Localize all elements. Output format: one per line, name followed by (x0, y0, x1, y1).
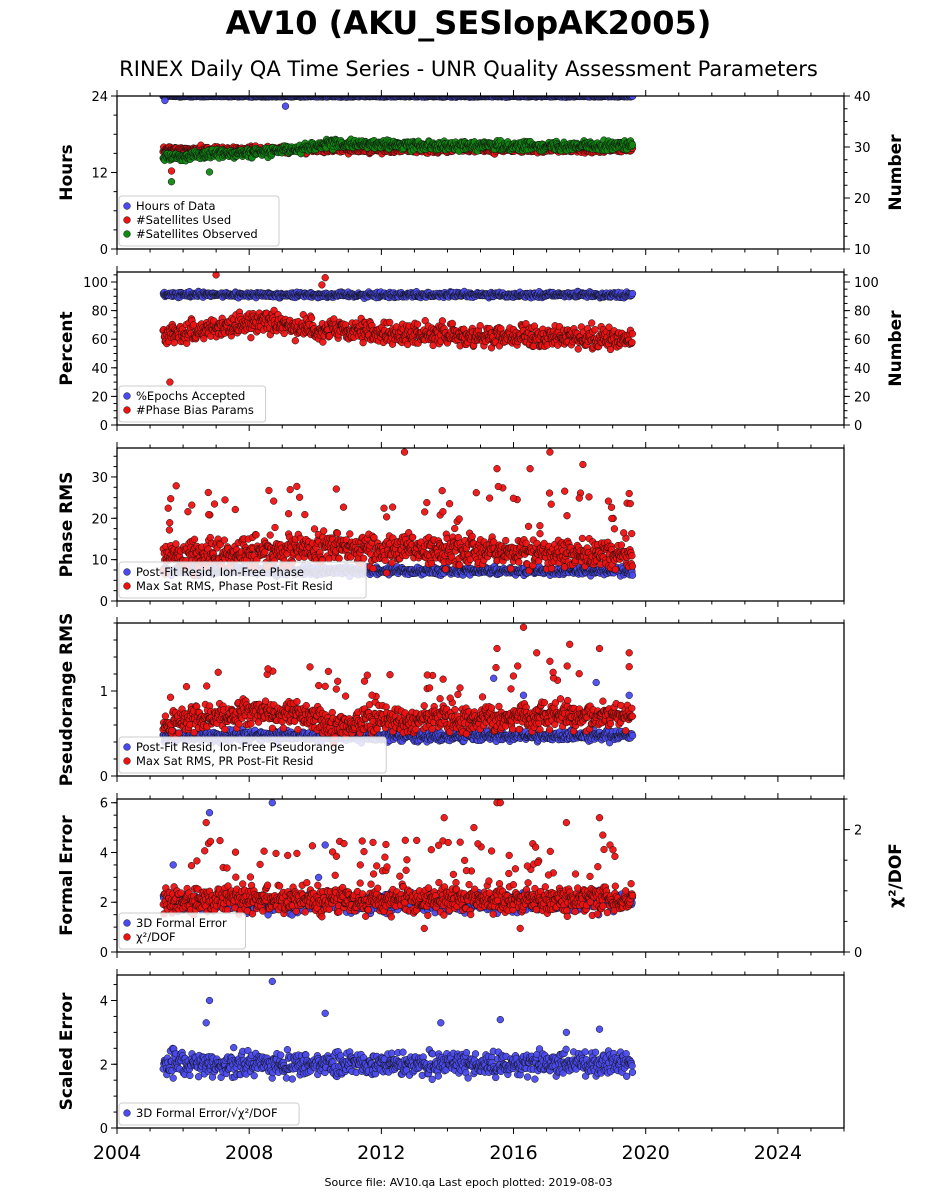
data-point (205, 168, 214, 176)
legend-marker (123, 230, 131, 238)
legend-entry: #Satellites Used (136, 213, 231, 227)
series-1-0 (159, 287, 637, 302)
data-point (166, 378, 174, 386)
data-point (628, 141, 637, 149)
y-tick-label: 12 (91, 167, 108, 182)
y-tick-label: 0 (100, 419, 108, 434)
data-point (588, 319, 596, 327)
panel-points (159, 96, 637, 186)
data-point (628, 289, 637, 298)
series-0-0 (159, 96, 637, 110)
data-point (200, 335, 208, 343)
data-point (591, 326, 599, 334)
data-point (281, 102, 290, 110)
y-right-tick-label: 80 (854, 305, 871, 320)
legend-entry: #Satellites Observed (136, 227, 258, 241)
y-tick-label: 60 (91, 333, 108, 348)
data-point (628, 330, 637, 338)
y-tick-label: 80 (91, 305, 108, 320)
legend: %Epochs Accepted#Phase Bias Params (118, 385, 267, 423)
data-point (291, 337, 299, 345)
chart-subtitle: RINEX Daily QA Time Series - UNR Quality… (119, 57, 818, 81)
data-point (321, 274, 329, 282)
data-point (606, 345, 615, 354)
y-right-tick-label: 60 (854, 333, 871, 348)
y-right-tick-label: 40 (854, 362, 871, 377)
data-point (359, 339, 367, 347)
data-point (476, 322, 484, 330)
legend-marker (123, 406, 131, 414)
panel-percent-bias: 0 20 40 60 80 100 Percent 0 20 40 60 80 100 Number %Ep… (57, 266, 906, 434)
y-right-tick-label: 40 (854, 90, 871, 105)
panel-points (159, 272, 637, 386)
data-point (574, 345, 582, 353)
y-axis-label: Percent (57, 311, 77, 385)
y-right-tick-label: 100 (854, 276, 879, 291)
data-point (448, 319, 456, 328)
data-point (318, 281, 326, 289)
y-tick-label: 40 (91, 362, 108, 377)
data-point (167, 178, 176, 186)
legend-entry: Hours of Data (136, 199, 216, 213)
legend-marker (123, 392, 131, 400)
panel-points (159, 448, 637, 581)
legend-entry: #Phase Bias Params (136, 403, 254, 417)
data-point (161, 96, 169, 105)
y-right-tick-label: 20 (854, 390, 871, 405)
y-right-tick-label: 10 (854, 243, 871, 258)
y-axis-label: Hours (57, 144, 77, 201)
data-point (413, 320, 422, 328)
data-point (307, 314, 316, 322)
data-point (212, 272, 220, 279)
y-tick-label: 20 (91, 390, 108, 405)
series-1-1 (159, 272, 637, 386)
legend: Hours of Data#Satellites Used#Satellites… (118, 195, 280, 247)
y-right-tick-label: 0 (854, 419, 862, 434)
chart-title: AV10 (AKU_SESlopAK2005) (225, 4, 712, 42)
y-right-tick-label: 30 (854, 141, 871, 156)
y-right-tick-label: 20 (854, 192, 871, 207)
legend-marker (123, 202, 131, 210)
series-0-2 (159, 135, 637, 186)
y-right-axis-label: Number (886, 134, 906, 211)
data-point (386, 318, 394, 327)
y-tick-label: 0 (100, 243, 108, 258)
data-point (167, 167, 176, 175)
legend-marker (123, 216, 131, 224)
legend-entry: %Epochs Accepted (136, 389, 245, 403)
data-point (247, 334, 255, 342)
y-right-axis-label: Number (886, 310, 906, 387)
y-tick-label: 24 (91, 90, 108, 105)
data-point (438, 317, 447, 325)
y-tick-label: 100 (83, 276, 108, 291)
data-point (280, 329, 288, 338)
data-point (628, 338, 636, 347)
data-point (319, 338, 327, 346)
